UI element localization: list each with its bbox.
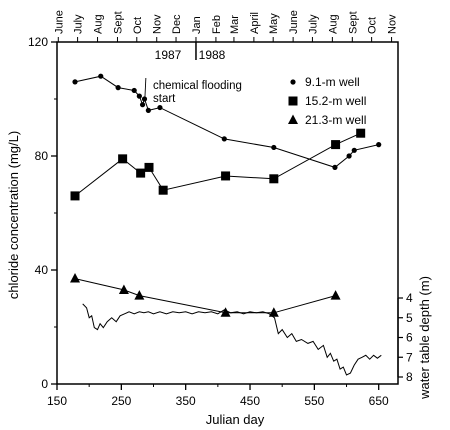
month-label: Sept [347,11,359,34]
annotation-line1: chemical flooding start [153,80,242,105]
annotation-text-line: start [153,93,176,105]
month-label: Nov [152,14,164,34]
month-label: June [53,10,65,34]
data-point [70,191,80,201]
water-table-axis: 4 5 6 7 8 water table depth (m) [397,276,432,400]
data-point [269,174,279,184]
data-point [158,185,168,195]
y-axis-title: chloride concentration (mg/L) [6,131,21,299]
data-point [268,307,279,317]
series-line [74,132,361,197]
data-point [118,284,129,294]
x-axis-title: Julian day [206,412,265,427]
month-label: Sept [112,11,124,34]
data-point [157,104,163,111]
y-tick-label: 40 [35,263,49,277]
legend-label: 21.3-m well [305,113,366,127]
water-table-line [82,303,382,376]
data-point [134,290,145,300]
series-layer [70,73,382,376]
water-table-tick-label: 4 [406,291,413,305]
data-point [139,102,146,108]
water-table-axis-title: water table depth (m) [417,276,432,400]
y-axis: 0 40 80 120 [28,35,57,391]
x-tick-label: 550 [304,394,324,408]
month-label: Mar [229,15,241,34]
legend-label: 9.1-m well [305,75,360,89]
month-label: Oct [367,17,379,34]
y-tick-label: 120 [28,35,48,49]
x-tick-label: 150 [47,394,67,408]
month-label: Aug [93,14,105,34]
month-label: Oct [132,17,144,34]
data-point [145,107,151,113]
year-label-1988: 1988 [199,48,226,62]
month-label: July [307,14,319,34]
month-label: Aug [327,14,339,34]
data-point [346,153,352,159]
data-point [331,140,341,150]
water-table-tick-label: 8 [406,370,413,384]
annotation-arrow [144,77,147,99]
water-table-tick-label: 6 [406,331,413,345]
x-tick-label: 250 [111,394,131,408]
month-label: Jan [191,16,203,34]
x-axis: 150 250 350 450 550 650 [47,384,389,408]
data-point [376,142,382,148]
year-label-1987: 1987 [155,48,182,62]
month-label: Nov [387,14,399,34]
x-tick-label: 650 [369,394,389,408]
month-label: May [268,13,280,34]
series-line [74,278,336,314]
data-point [220,307,231,317]
data-point [351,147,357,153]
data-point [70,273,81,283]
month-label: Dec [171,14,183,34]
series-0 [72,73,382,170]
x-tick-label: 450 [240,394,260,408]
data-point [72,79,78,85]
legend-marker [288,96,298,106]
annotation-text-line: chemical flooding [153,80,242,92]
y-tick-label: 0 [41,377,48,391]
month-label: Feb [211,15,223,34]
water-table-tick-label: 5 [406,311,413,325]
series-1 [70,128,366,201]
data-point [136,168,146,178]
legend-label: 15.2-m well [305,94,366,108]
y-tick-label: 80 [35,149,49,163]
data-point [144,162,154,172]
data-point [115,85,121,91]
x-tick-label: 350 [176,394,196,408]
data-point [118,154,128,164]
top-month-axis: June July Aug Sept Oct Nov Dec Jan Feb Mar April Ma… [53,10,399,60]
month-label: April [249,12,261,34]
legend-marker [290,79,296,85]
data-point [356,128,366,138]
legend: 9.1-m well 15.2-m well 21.3-m well [288,75,366,127]
month-label: July [73,14,85,34]
month-label: June [288,10,300,34]
water-table-tick-label: 7 [406,350,413,364]
data-point [136,93,142,99]
data-point [141,96,148,102]
data-point [271,144,277,151]
data-point [330,290,341,300]
data-point [131,87,137,94]
legend-marker [288,114,298,124]
series-2 [70,273,341,317]
data-point [98,73,104,79]
data-point [221,136,227,142]
data-point [221,171,231,181]
data-point [332,164,338,170]
